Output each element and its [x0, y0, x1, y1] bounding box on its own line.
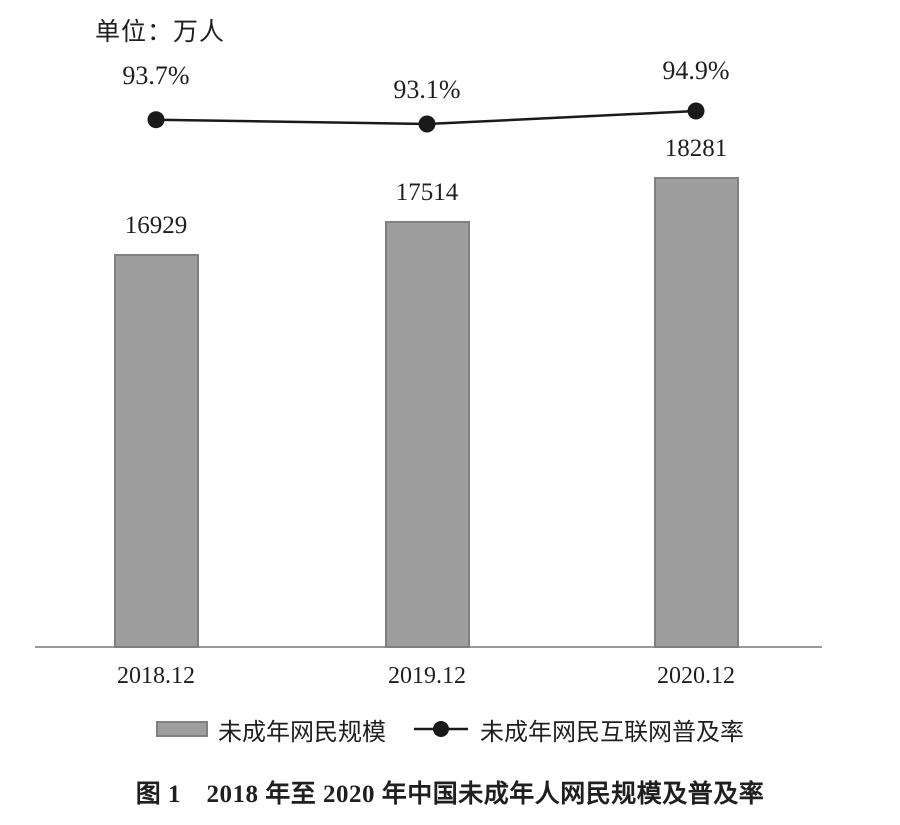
line-swatch-icon: [414, 721, 468, 737]
bar-2020.12: [653, 177, 739, 648]
bar-value-label: 18281: [664, 135, 728, 163]
legend-label-line: 未成年网民互联网普及率: [480, 719, 744, 746]
x-axis-label: 2020.12: [657, 663, 735, 689]
legend-item-line: 未成年网民互联网普及率: [412, 712, 744, 747]
bar-2019.12: [384, 220, 470, 648]
x-axis-label: 2018.12: [117, 663, 195, 689]
legend-label-bar: 未成年网民规模: [218, 719, 386, 746]
legend: 未成年网民规模 未成年网民互联网普及率: [0, 712, 900, 746]
bar-swatch-icon: [156, 721, 208, 737]
legend-item-bar: 未成年网民规模: [156, 712, 386, 747]
line-data-point: [147, 111, 165, 129]
bar-value-label: 17514: [395, 178, 459, 206]
bar-2018.12: [113, 254, 199, 648]
x-axis-label: 2019.12: [388, 663, 466, 689]
figure-caption: 图 1 2018 年至 2020 年中国未成年人网民规模及普及率: [135, 781, 765, 808]
line-value-label: 93.7%: [122, 60, 190, 90]
line-value-label: 94.9%: [662, 56, 730, 86]
bar-value-label: 16929: [124, 212, 188, 240]
unit-label: 单位：万人: [95, 19, 226, 46]
line-data-point: [418, 115, 436, 133]
line-data-point: [687, 102, 705, 120]
line-value-label: 93.1%: [393, 75, 461, 105]
